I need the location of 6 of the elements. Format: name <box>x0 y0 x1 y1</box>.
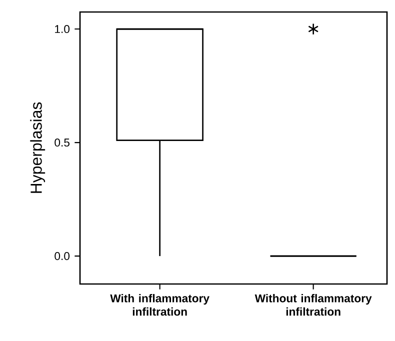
y-tick-label: 0.0 <box>54 252 70 260</box>
y-tick-label: 1.0 <box>55 25 70 34</box>
y-tick-label: 0.5 <box>54 138 70 147</box>
x-tick-label: With inflammatory infiltration <box>110 294 210 316</box>
x-tick-label: Without inflammatory infiltration <box>254 294 372 316</box>
y-axis-title: Hyperplasias <box>30 102 46 193</box>
